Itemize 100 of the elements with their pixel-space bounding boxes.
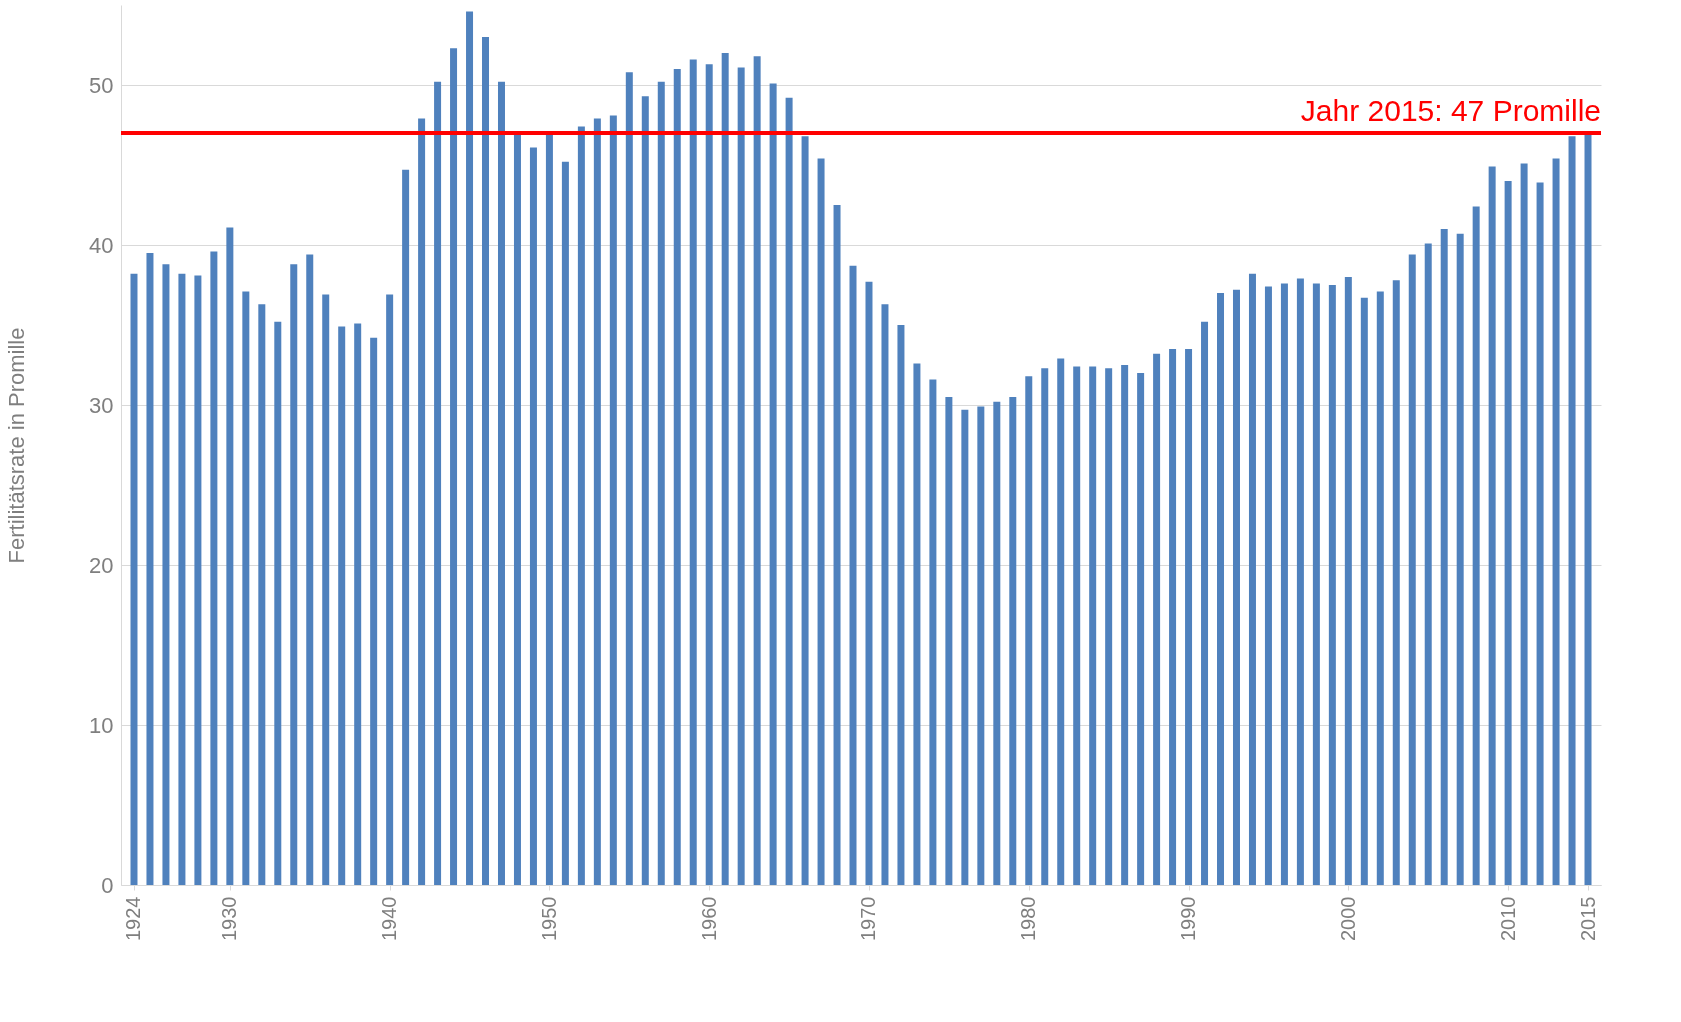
bar <box>386 294 394 885</box>
bar <box>689 59 697 885</box>
bar <box>673 69 681 885</box>
x-tick-label: 1990 <box>1177 896 1200 941</box>
x-tick-label: 1970 <box>857 896 880 941</box>
x-tick-label: 1930 <box>218 896 241 941</box>
bar <box>593 118 601 885</box>
bar <box>226 227 234 885</box>
bar <box>513 134 521 885</box>
bar <box>833 205 841 885</box>
bar <box>258 304 266 885</box>
bar <box>993 401 1001 885</box>
bar <box>849 265 857 885</box>
bar <box>561 161 569 885</box>
x-tick-label: 1924 <box>122 896 145 941</box>
bar <box>1009 397 1017 885</box>
bar <box>1153 353 1161 885</box>
bar <box>721 53 729 885</box>
bar <box>1552 158 1560 885</box>
bar <box>466 11 474 885</box>
bar <box>1488 166 1496 885</box>
bar <box>753 56 761 885</box>
bar <box>450 48 458 885</box>
y-tick-label: 50 <box>89 72 114 98</box>
bar <box>961 409 969 885</box>
bar <box>130 273 138 885</box>
bar <box>497 81 505 885</box>
bar <box>1312 283 1320 885</box>
y-axis-title: Fertilitätsrate in Promille <box>4 327 30 564</box>
bar <box>913 363 921 885</box>
bar <box>1280 283 1288 885</box>
bar <box>577 126 585 885</box>
bar <box>641 96 649 885</box>
bar <box>657 81 665 885</box>
bar <box>1360 297 1368 885</box>
bar <box>210 251 218 885</box>
x-tick-label: 1960 <box>697 896 720 941</box>
bar <box>482 37 490 885</box>
bar <box>306 254 314 885</box>
bar <box>1536 182 1544 885</box>
y-tick-label: 20 <box>89 552 114 578</box>
bar <box>625 72 633 885</box>
bar <box>1440 229 1448 885</box>
bar <box>881 304 889 885</box>
bar <box>1121 365 1129 885</box>
bar <box>418 118 426 885</box>
bar <box>1328 285 1336 885</box>
bar <box>545 134 553 885</box>
bar <box>162 264 170 885</box>
bar <box>1169 349 1177 885</box>
bar <box>1232 289 1240 885</box>
bar <box>1264 286 1272 885</box>
bar <box>274 321 282 885</box>
bar <box>194 275 202 885</box>
bar <box>1392 280 1400 885</box>
bar <box>1472 206 1480 885</box>
x-tick-label: 1980 <box>1017 896 1040 941</box>
y-tick-label: 30 <box>89 392 114 418</box>
bar <box>1504 181 1512 885</box>
bar <box>529 147 537 885</box>
ref-line-label: Jahr 2015: 47 Promille <box>1300 94 1601 127</box>
bar <box>1041 368 1049 885</box>
bar <box>322 294 330 885</box>
bar <box>1025 376 1033 885</box>
bar <box>354 323 362 885</box>
bar <box>1057 358 1065 885</box>
bar <box>1105 368 1113 885</box>
bar <box>1248 273 1256 885</box>
y-tick-label: 0 <box>101 872 114 898</box>
bar <box>705 64 713 885</box>
bar <box>178 273 186 885</box>
y-tick-label: 10 <box>89 712 114 738</box>
bar <box>1217 293 1225 885</box>
bar <box>290 264 298 885</box>
bar <box>370 337 378 885</box>
bar <box>1456 233 1464 885</box>
bar <box>1089 366 1097 885</box>
y-tick-label: 40 <box>89 232 114 258</box>
x-tick-label: 2015 <box>1576 896 1599 941</box>
bar <box>817 158 825 885</box>
bar <box>1201 321 1209 885</box>
bar <box>737 67 745 885</box>
x-tick-label: 1950 <box>537 896 560 941</box>
bar <box>1424 243 1432 885</box>
bar <box>1185 349 1193 885</box>
bar <box>769 83 777 885</box>
bar <box>865 281 873 885</box>
bar <box>945 397 953 885</box>
bar <box>1296 278 1304 885</box>
bar <box>434 81 442 885</box>
bar <box>1408 254 1416 885</box>
x-tick-label: 1940 <box>378 896 401 941</box>
bar <box>1568 136 1576 885</box>
bar <box>242 291 250 885</box>
bar <box>1376 291 1384 885</box>
bar <box>897 325 905 885</box>
bar <box>929 379 937 885</box>
bar <box>1344 277 1352 885</box>
bar <box>146 253 154 885</box>
bar <box>338 326 346 885</box>
